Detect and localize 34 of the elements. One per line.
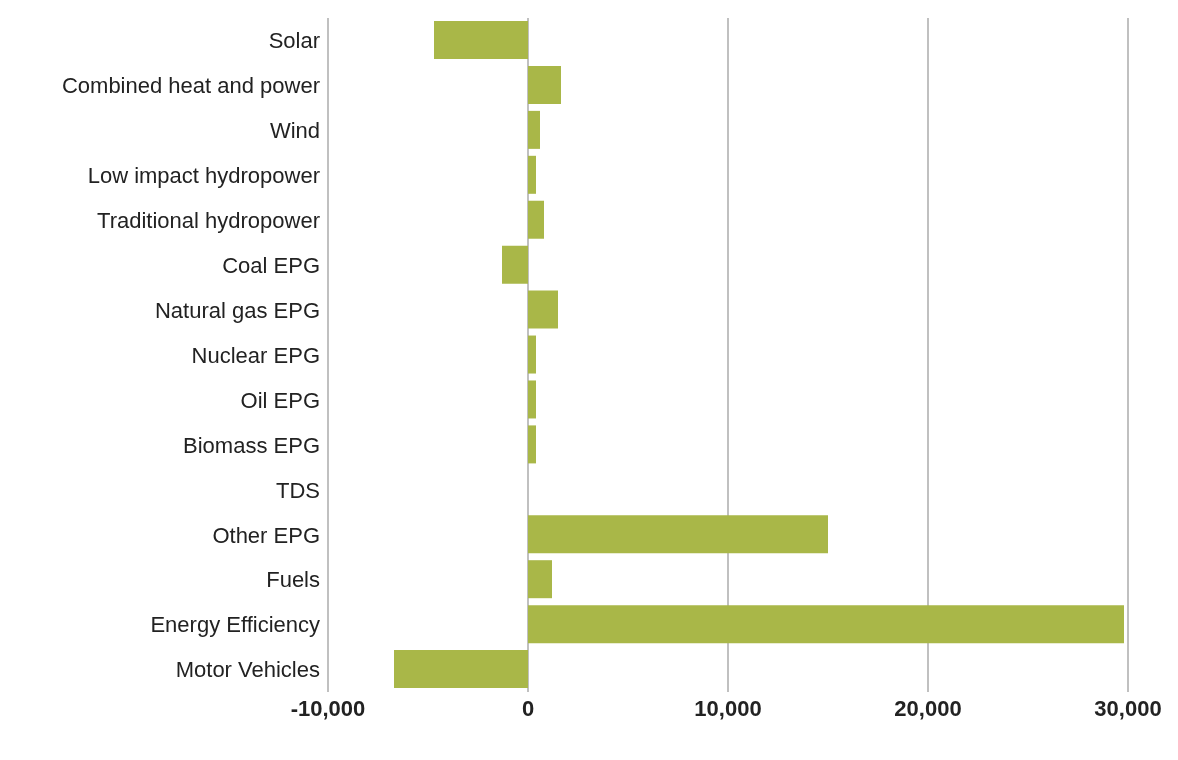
y-tick-label: Other EPG (212, 522, 320, 548)
y-tick-label: Low impact hydropower (87, 163, 320, 189)
bar (394, 650, 528, 689)
y-tick-label: Oil EPG (240, 387, 320, 413)
x-tick-label: -10,000 (290, 695, 366, 721)
y-tick-label: Fuels (266, 567, 320, 593)
bar (502, 245, 528, 284)
x-tick-label: 10,000 (694, 695, 762, 721)
y-tick-label: Combined heat and power (61, 73, 320, 99)
y-tick-label: Motor Vehicles (175, 657, 320, 683)
bar (528, 425, 536, 464)
bar (528, 560, 552, 599)
bar (434, 21, 528, 59)
y-tick-label: Biomass EPG (183, 432, 320, 458)
y-tick-label: Coal EPG (222, 252, 320, 278)
bar (528, 335, 536, 374)
bar (528, 110, 540, 149)
y-tick-label: Nuclear EPG (191, 342, 320, 368)
bar (528, 155, 536, 194)
y-tick-label: TDS (276, 477, 320, 503)
bar (528, 515, 828, 554)
bar (528, 290, 558, 329)
x-tick-label: 20,000 (894, 695, 962, 721)
bar (528, 65, 561, 104)
x-tick-label: 30,000 (1094, 695, 1162, 721)
y-tick-label: Solar (268, 28, 320, 54)
y-tick-label: Natural gas EPG (154, 297, 320, 323)
x-tick-label: 0 (521, 695, 535, 721)
bar (528, 200, 544, 239)
bar (528, 380, 536, 419)
y-tick-label: Traditional hydropower (97, 208, 320, 234)
y-tick-label: Energy Efficiency (150, 612, 320, 638)
bar (528, 605, 1124, 644)
y-tick-label: Wind (269, 118, 320, 144)
